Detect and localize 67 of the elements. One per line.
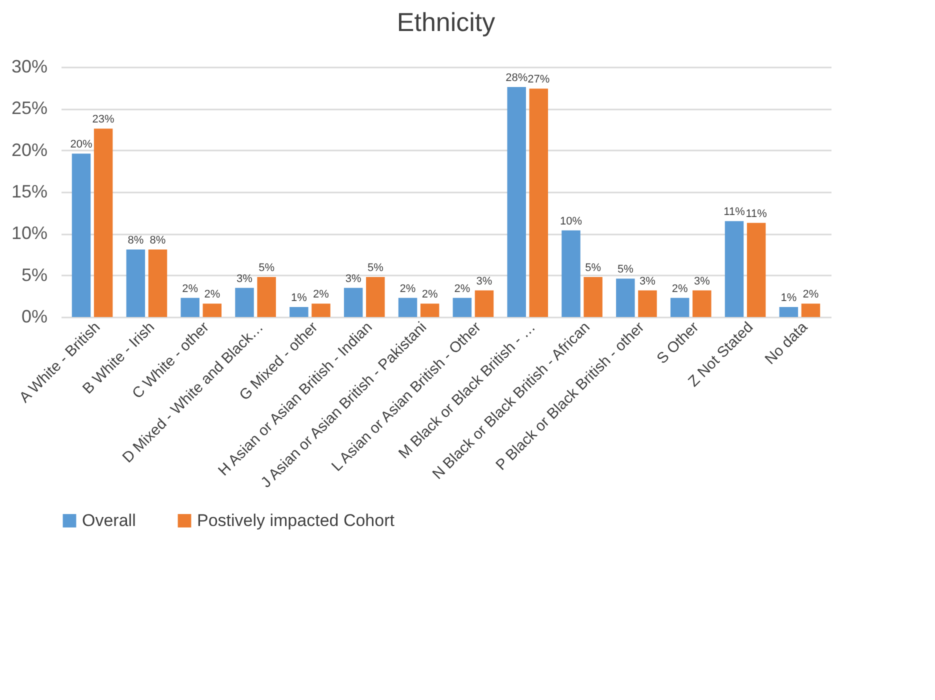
bar [746,222,766,317]
data-label: 5% [585,262,602,274]
bar [366,277,385,317]
y-tick-label: 20% [11,140,48,160]
bar [126,250,146,317]
data-label: 5% [617,264,634,276]
data-label: 10% [560,215,582,228]
y-tick-label: 10% [11,223,48,244]
data-label: 11% [746,208,768,220]
data-label: 8% [150,234,166,246]
bar [474,290,494,317]
bar [670,298,690,317]
bar [584,277,602,317]
data-label: 2% [802,288,819,301]
data-label: 5% [367,262,384,274]
bar [257,277,276,317]
y-tick-label: 5% [21,264,48,285]
bar [638,290,657,317]
legend-label: Postively impacted Cohort [197,510,395,530]
data-label: 3% [345,272,362,285]
data-label: 20% [70,138,92,151]
bar [452,298,472,317]
data-label: 1% [290,292,308,304]
bar [290,307,308,317]
x-tick-label: No data [762,318,812,368]
chart-title: Ethnicity [396,7,496,37]
legend-label: Overall [82,510,136,530]
data-label: 5% [258,262,275,274]
bar [529,88,548,317]
data-label: 8% [128,234,144,246]
data-label: 28% [506,72,528,84]
data-label: 2% [454,282,470,295]
data-label: 11% [724,206,746,218]
bar [779,307,798,317]
bar [562,230,580,317]
y-tick-label: 30% [11,56,48,76]
bar [180,298,200,317]
bar [202,304,222,317]
data-label: 2% [313,288,330,301]
data-label: 1% [780,292,797,304]
data-label: 2% [204,288,220,301]
data-label: 3% [640,275,656,288]
bar [344,288,363,317]
bar [398,298,418,317]
bar [420,304,440,317]
data-label: 2% [400,282,416,295]
data-label: 23% [92,114,115,126]
bar [94,128,113,317]
bar [801,304,820,317]
y-tick-label: 15% [11,182,48,202]
bar [692,290,712,317]
y-tick-label: 0% [21,306,48,326]
data-label: 3% [236,272,253,285]
bar [507,87,526,317]
bar [616,278,635,317]
data-label: 3% [476,275,492,288]
bar [312,304,330,317]
data-label: 2% [422,288,438,301]
data-label: 27% [528,74,550,86]
bar [235,288,254,317]
data-label: 2% [182,282,198,295]
data-label: 2% [672,282,688,295]
bar [148,250,168,317]
data-label: 3% [694,275,710,288]
bar [72,154,91,317]
y-tick-label: 25% [11,98,48,118]
bar [724,221,744,317]
